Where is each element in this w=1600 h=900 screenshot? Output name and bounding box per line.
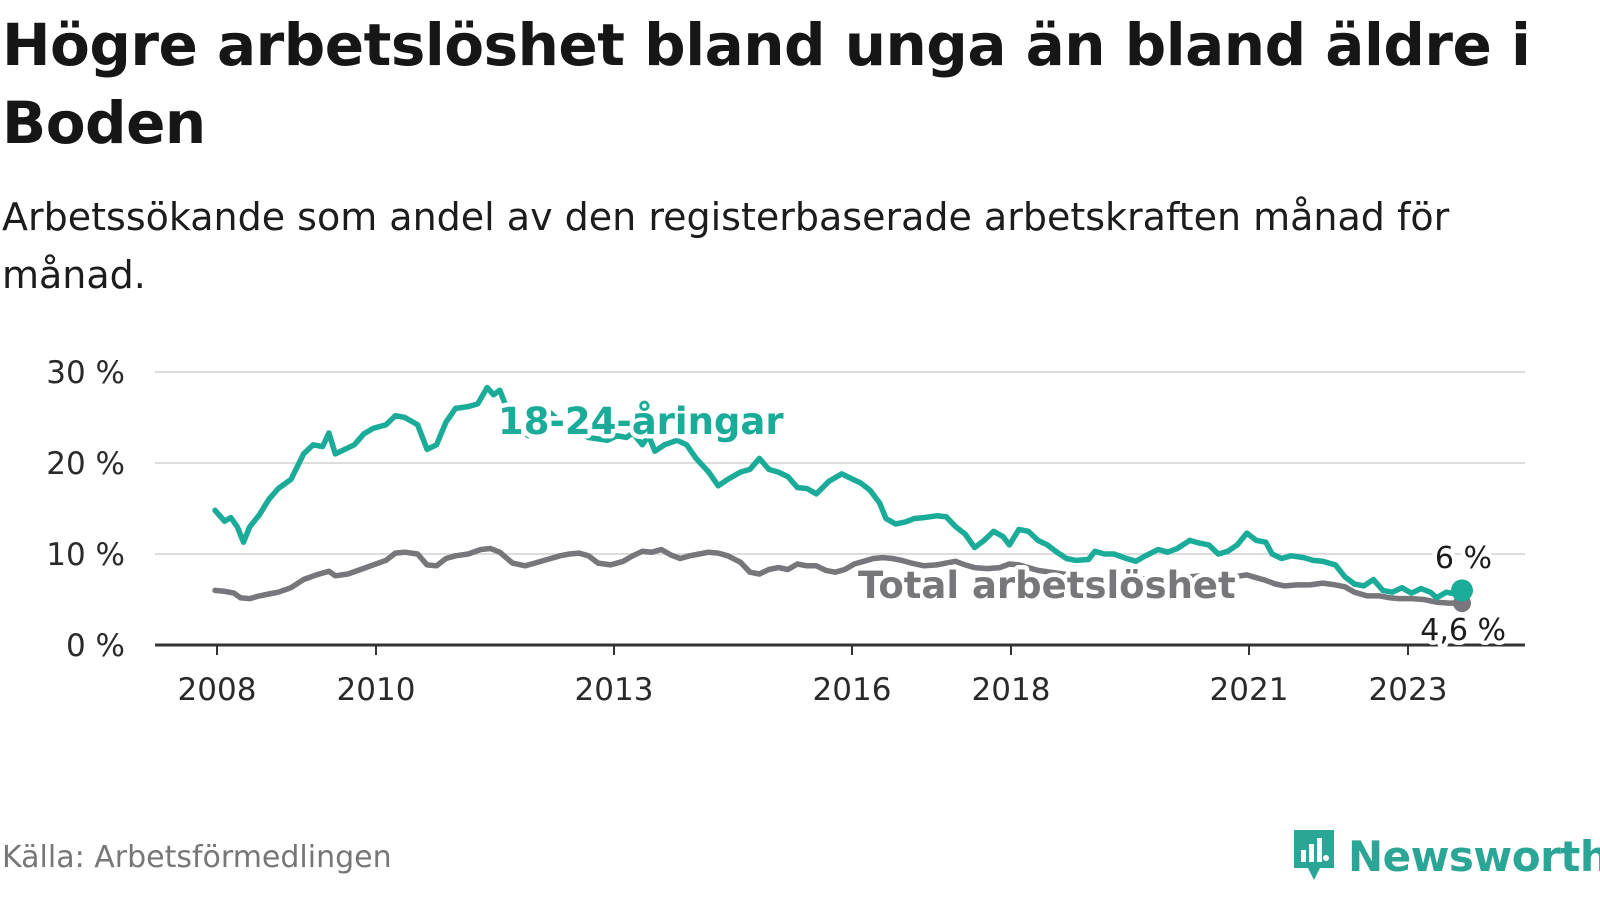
x-tick-label: 2023 (1369, 672, 1448, 708)
brand-logo: Newsworthy (1290, 828, 1600, 884)
x-tick-label: 2010 (337, 672, 416, 708)
x-tick-label: 2013 (575, 672, 654, 708)
y-axis-ticks: 0 % 10 % 20 % 30 % (46, 355, 125, 664)
x-tick-label: 2021 (1210, 672, 1289, 708)
series-labels: 18-24-åringar Total arbetslöshet 6 % 4,6 % (494, 396, 1511, 653)
end-point-youth (1451, 579, 1473, 602)
chart-subtitle: Arbetssökande som andel av den registerb… (2, 195, 1450, 297)
series-line-youth (212, 384, 1465, 601)
series-label-total: Total arbetslöshet (858, 564, 1236, 607)
end-value-youth: 6 % (1435, 541, 1492, 576)
x-tick-label: 2016 (813, 672, 892, 708)
y-tick-label: 30 % (46, 355, 125, 391)
end-value-total: 4,6 % (1420, 613, 1506, 648)
x-tick-label: 2018 (972, 672, 1051, 708)
y-tick-label: 0 % (66, 628, 125, 664)
y-tick-label: 20 % (46, 446, 125, 482)
brand-name: Newsworthy (1348, 831, 1600, 881)
x-axis-ticks: 2008 2010 2013 2016 2018 2021 2023 (178, 645, 1448, 708)
newsworthy-logo-icon (1294, 830, 1334, 880)
source-note: Källa: Arbetsförmedlingen (2, 840, 392, 875)
series-line-total (212, 545, 1465, 606)
series-lines (212, 384, 1473, 613)
chart-title: Högre arbetslöshet bland unga än bland ä… (2, 11, 1531, 157)
y-tick-label: 10 % (46, 537, 125, 573)
series-label-youth: 18-24-åringar (498, 400, 784, 443)
grid-lines (155, 371, 1525, 647)
x-tick-label: 2008 (178, 672, 257, 708)
